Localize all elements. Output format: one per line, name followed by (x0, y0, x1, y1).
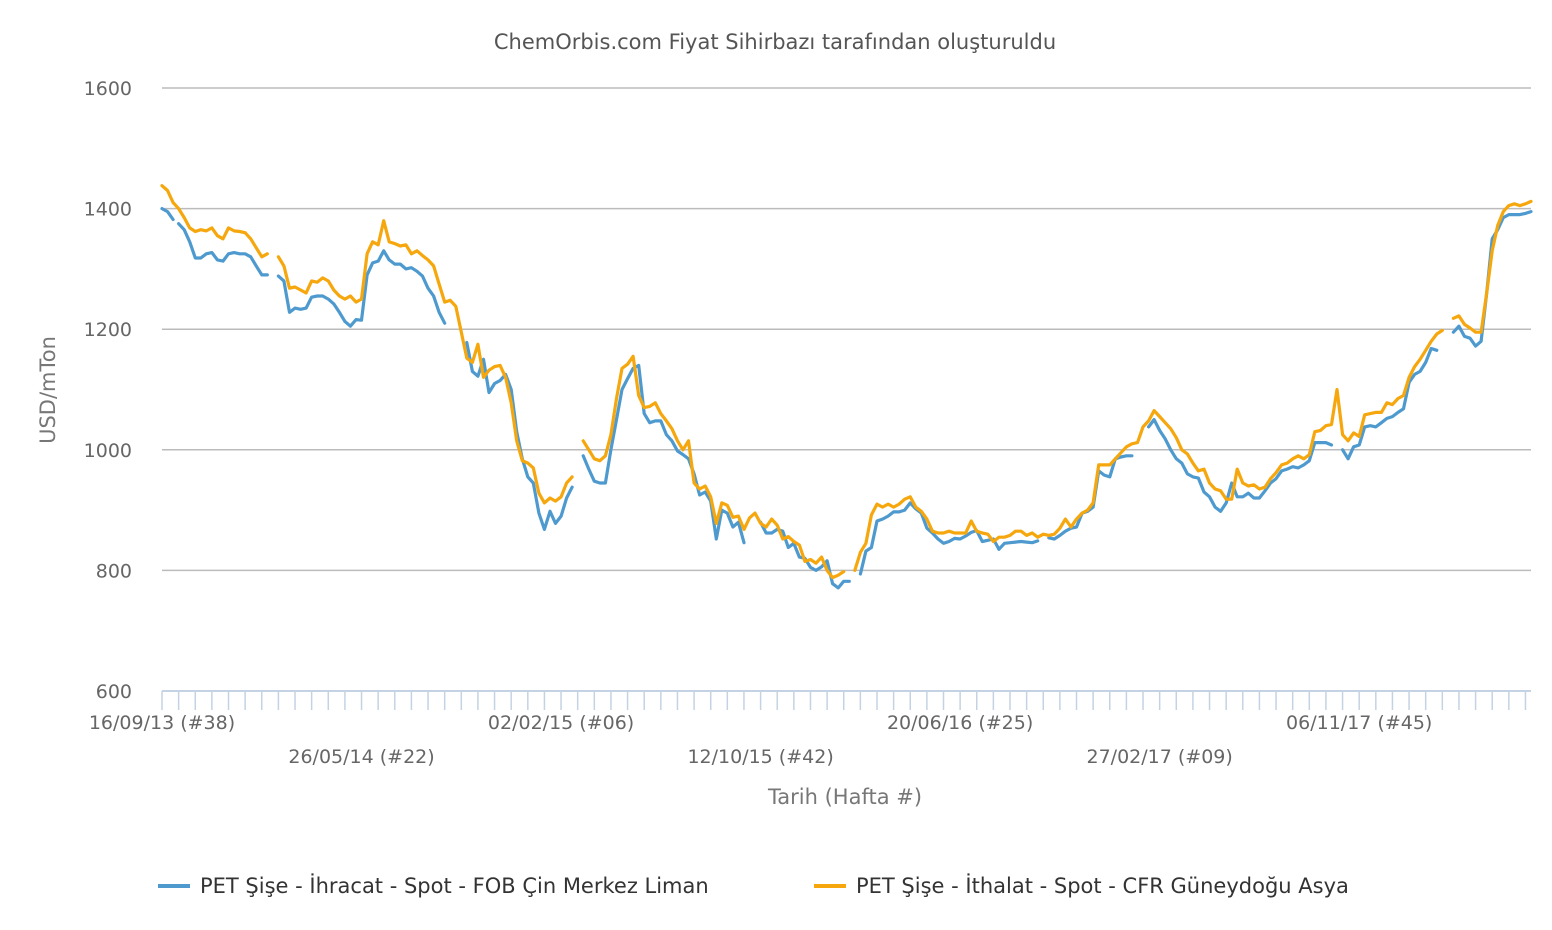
grid-layer (162, 87, 1531, 572)
x-tick-label: 20/06/16 (#25) (887, 712, 1033, 734)
series-line-1 (581, 363, 746, 545)
series-line-1 (858, 501, 1040, 576)
x-tick-label: 12/10/15 (#42) (687, 746, 833, 768)
y-tick-label: 1000 (84, 440, 132, 462)
legend-label-series-2[interactable]: PET Şişe - İthalat - Spot - CFR Güneydoğ… (856, 873, 1349, 898)
chart-title: ChemOrbis.com Fiyat Sihirbazı tarafından… (494, 30, 1056, 54)
y-tick-labels: 1600 1400 1200 1000 800 600 (84, 78, 132, 703)
y-axis-label: USD/mTon (36, 336, 60, 444)
y-tick-label: 1600 (84, 78, 132, 100)
x-tick-label: 27/02/17 (#09) (1087, 746, 1233, 768)
legend: PET Şişe - İhracat - Spot - FOB Çin Merk… (158, 873, 1349, 898)
x-tick-label: 06/11/17 (#45) (1286, 712, 1432, 734)
series-line-1 (276, 249, 447, 328)
series-line-1 (1451, 210, 1533, 348)
series-line-2 (853, 328, 1444, 572)
series-line-1 (160, 207, 175, 222)
series-line-1 (1341, 346, 1439, 461)
series-line-1 (1147, 418, 1334, 513)
x-axis: 16/09/13 (#38) 26/05/14 (#22) 02/02/15 (#0… (89, 690, 1531, 768)
series-line-1 (759, 520, 851, 590)
series-layer (160, 184, 1533, 590)
x-axis-label: Tarih (Hafta #) (767, 785, 922, 809)
series-line-2 (160, 184, 269, 259)
legend-label-series-1[interactable]: PET Şişe - İhracat - Spot - FOB Çin Merk… (200, 873, 709, 898)
x-tick-label: 02/02/15 (#06) (488, 712, 634, 734)
y-tick-label: 1400 (84, 199, 132, 221)
y-tick-label: 800 (96, 560, 132, 582)
x-tick-label: 16/09/13 (#38) (89, 712, 235, 734)
series-line-1 (177, 222, 269, 277)
series-line-2 (581, 354, 846, 580)
y-tick-label: 600 (96, 681, 132, 703)
series-line-2 (1451, 199, 1533, 334)
series-line-2 (276, 219, 574, 505)
x-tick-label: 26/05/14 (#22) (288, 746, 434, 768)
y-tick-label: 1200 (84, 319, 132, 341)
